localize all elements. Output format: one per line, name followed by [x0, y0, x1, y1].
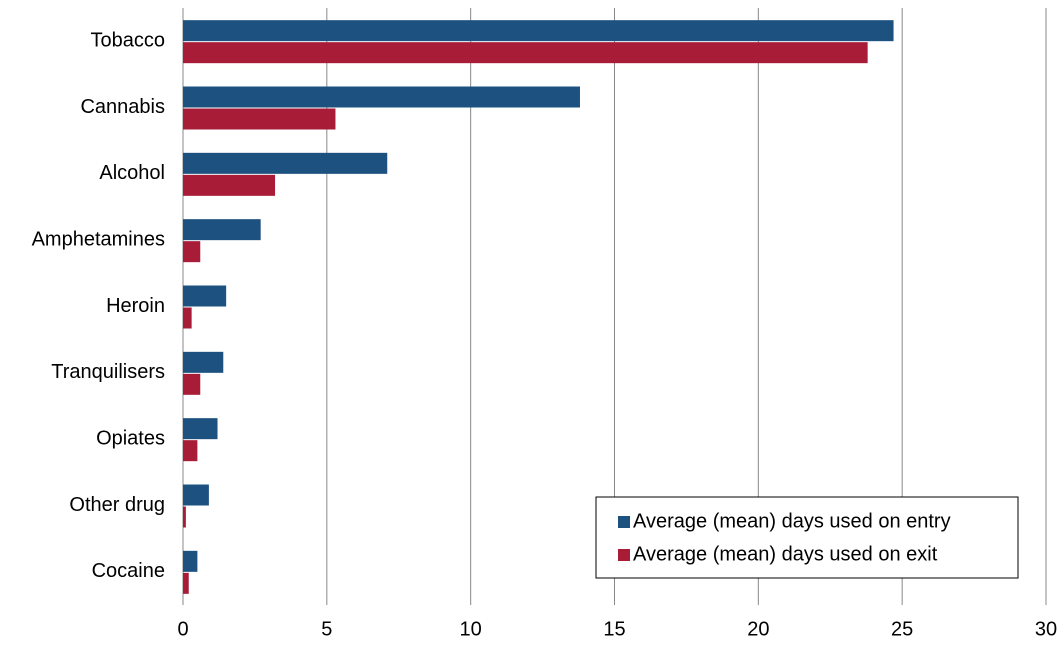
bar: [183, 484, 209, 506]
bar: [183, 373, 201, 395]
y-tick-label: Opiates: [96, 427, 165, 449]
legend-swatch: [618, 549, 630, 561]
bar: [183, 440, 198, 462]
y-tick-label: Cannabis: [80, 96, 165, 118]
y-tick-label: Amphetamines: [32, 228, 165, 250]
x-tick-label: 10: [460, 618, 482, 640]
x-tick-label: 20: [747, 618, 769, 640]
x-tick-label: 5: [321, 618, 332, 640]
bar: [183, 307, 192, 329]
x-tick-label: 30: [1035, 618, 1057, 640]
bar: [183, 20, 894, 42]
bar: [183, 174, 276, 196]
bar: [183, 351, 224, 373]
y-tick-label: Heroin: [106, 295, 165, 317]
legend-box: [595, 496, 1019, 579]
bar: [183, 108, 336, 130]
bar: [183, 241, 201, 263]
bar: [183, 572, 189, 594]
y-tick-label: Alcohol: [99, 162, 165, 184]
bar: [183, 418, 218, 440]
x-tick-label: 0: [177, 618, 188, 640]
y-tick-label: Other drug: [69, 494, 165, 516]
bar: [183, 86, 580, 108]
x-tick-label: 25: [891, 618, 913, 640]
bar: [183, 219, 261, 241]
bar: [183, 42, 868, 64]
legend: Average (mean) days used on entry Average…: [595, 496, 1019, 579]
bar: [183, 285, 227, 307]
y-tick-label: Tranquilisers: [51, 361, 165, 383]
legend-label: Average (mean) days used on exit: [633, 543, 938, 565]
legend-swatch: [618, 516, 630, 528]
y-tick-label: Cocaine: [92, 560, 165, 582]
bar: [183, 152, 388, 174]
y-tick-label: Tobacco: [91, 29, 166, 51]
legend-label: Average (mean) days used on entry: [633, 510, 951, 532]
x-tick-label: 15: [603, 618, 625, 640]
bar: [183, 506, 186, 528]
bar: [183, 550, 198, 572]
